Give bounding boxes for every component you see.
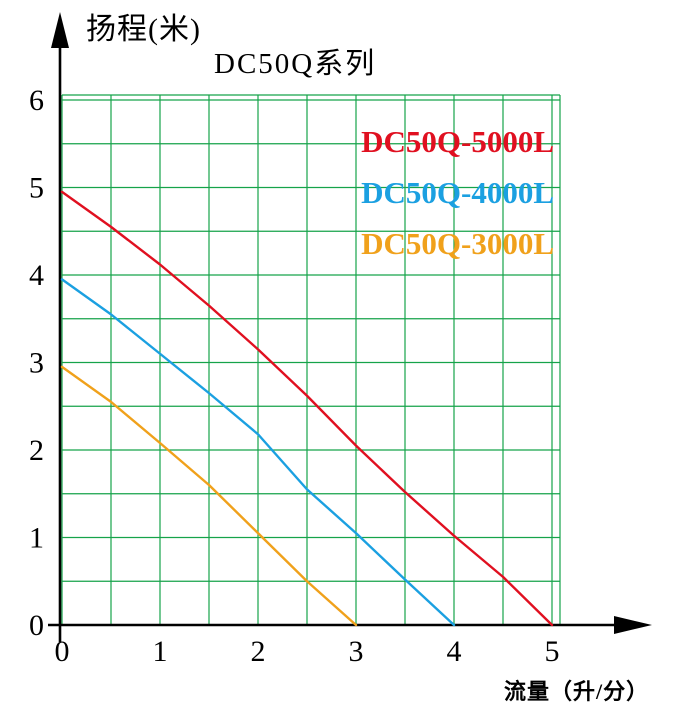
y-tick-label: 6 xyxy=(29,84,44,117)
y-tick-label: 1 xyxy=(29,522,44,555)
y-axis-label: 扬程(米) xyxy=(86,13,201,46)
x-tick-label: 0 xyxy=(55,635,70,668)
legend-item-dc50q-4000l: DC50Q-4000L xyxy=(361,175,554,210)
legend-item-dc50q-3000l: DC50Q-3000L xyxy=(361,226,554,261)
y-axis-arrow-icon xyxy=(51,12,69,48)
x-tick-label: 3 xyxy=(349,635,364,668)
x-axis-arrow-icon xyxy=(614,616,652,634)
series-line-dc50q-5000l xyxy=(60,190,554,627)
y-tick-label: 5 xyxy=(29,172,44,205)
x-axis-label: 流量（升/分） xyxy=(504,679,650,704)
y-tick-label: 3 xyxy=(29,347,44,380)
legend-item-dc50q-5000l: DC50Q-5000L xyxy=(361,124,554,159)
series-line-dc50q-3000l xyxy=(60,365,358,627)
x-tick-label: 1 xyxy=(153,635,168,668)
series-line-dc50q-4000l xyxy=(60,278,456,627)
legend: DC50Q-5000L DC50Q-4000L DC50Q-3000L xyxy=(361,116,554,269)
y-tick-label: 0 xyxy=(29,609,44,642)
chart-title: DC50Q系列 xyxy=(214,48,377,80)
x-tick-label: 5 xyxy=(545,635,560,668)
y-tick-label: 4 xyxy=(29,259,44,292)
x-tick-label: 2 xyxy=(251,635,266,668)
x-tick-label: 4 xyxy=(447,635,462,668)
y-tick-label: 2 xyxy=(29,434,44,467)
